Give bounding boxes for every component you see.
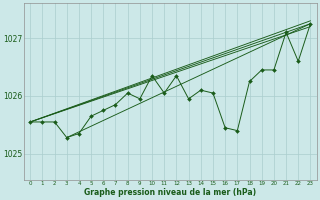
X-axis label: Graphe pression niveau de la mer (hPa): Graphe pression niveau de la mer (hPa) <box>84 188 256 197</box>
